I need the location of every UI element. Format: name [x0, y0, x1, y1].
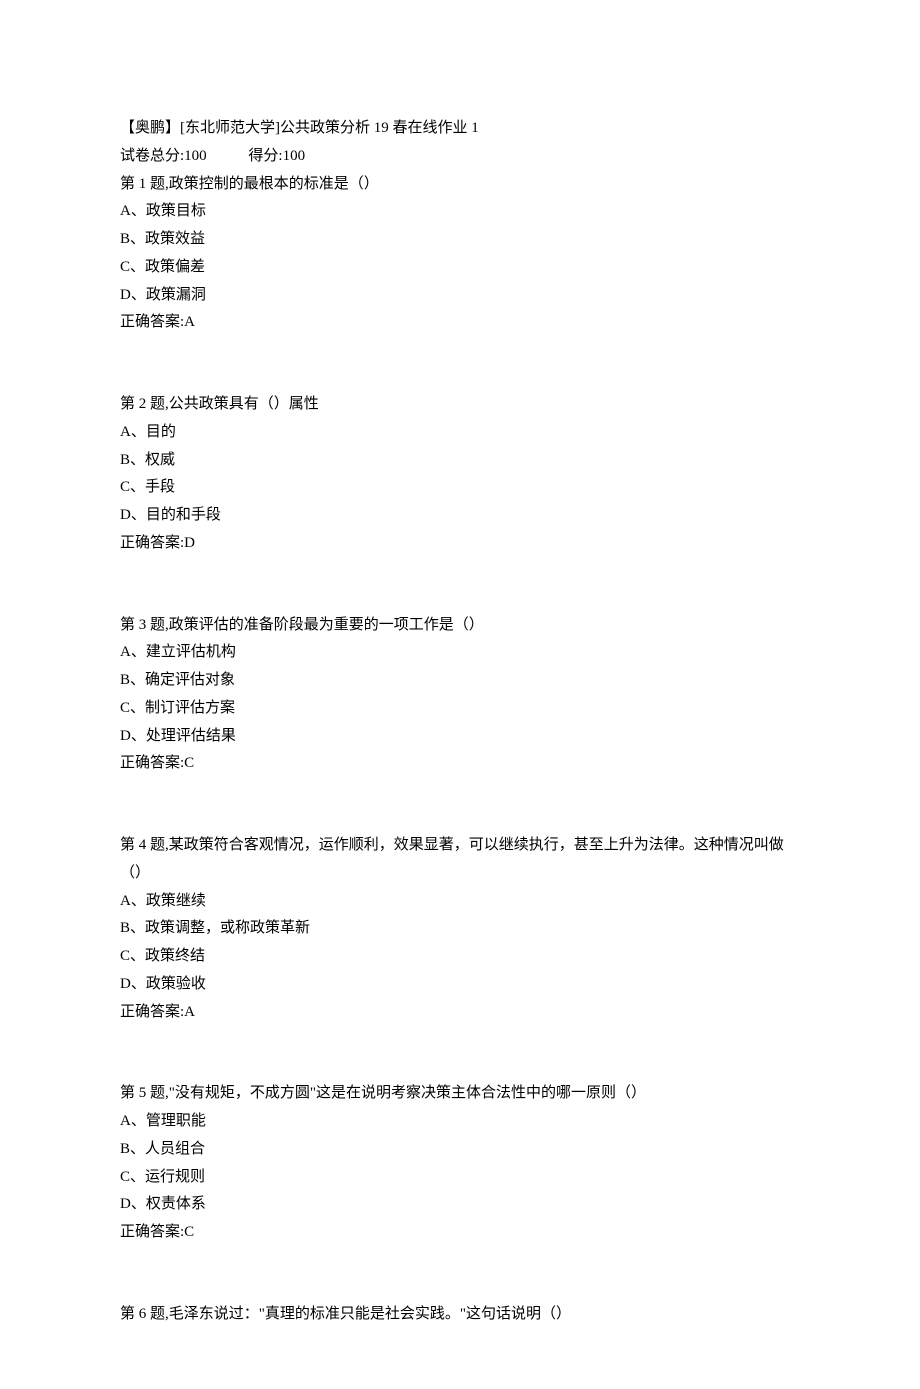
question-option: D、权责体系: [120, 1191, 800, 1219]
answer-label: 正确答案:: [120, 1224, 184, 1240]
answer-value: C: [184, 1224, 194, 1240]
score-value: 100: [283, 148, 306, 164]
question-option: A、建立评估机构: [120, 639, 800, 667]
question-stem: 第 4 题,某政策符合客观情况，运作顺利，效果显著，可以继续执行，甚至上升为法律…: [120, 832, 800, 888]
question-stem: 第 6 题,毛泽东说过："真理的标准只能是社会实践。"这句话说明（）: [120, 1301, 800, 1329]
score-line: 试卷总分:100 得分:100: [120, 143, 800, 171]
answer-value: A: [184, 1004, 195, 1020]
question-option: B、政策调整，或称政策革新: [120, 915, 800, 943]
total-score-value: 100: [184, 148, 207, 164]
document-page: 【奥鹏】[东北师范大学]公共政策分析 19 春在线作业 1 试卷总分:100 得…: [0, 0, 920, 1389]
question-option: B、人员组合: [120, 1136, 800, 1164]
question-option: A、政策继续: [120, 888, 800, 916]
question-option: B、政策效益: [120, 226, 800, 254]
question-option: B、确定评估对象: [120, 667, 800, 695]
question-option: D、政策漏洞: [120, 282, 800, 310]
spacer: [120, 1247, 800, 1301]
question-option: D、处理评估结果: [120, 723, 800, 751]
question-option: A、管理职能: [120, 1108, 800, 1136]
answer-line: 正确答案:C: [120, 750, 800, 778]
score-label: 得分:: [248, 148, 282, 164]
answer-label: 正确答案:: [120, 1004, 184, 1020]
document-title: 【奥鹏】[东北师范大学]公共政策分析 19 春在线作业 1: [120, 115, 800, 143]
question-stem: 第 1 题,政策控制的最根本的标准是（）: [120, 171, 800, 199]
answer-value: D: [184, 535, 195, 551]
answer-value: A: [184, 314, 195, 330]
answer-line: 正确答案:A: [120, 999, 800, 1027]
answer-label: 正确答案:: [120, 314, 184, 330]
question-option: D、政策验收: [120, 971, 800, 999]
answer-value: C: [184, 755, 194, 771]
answer-line: 正确答案:C: [120, 1219, 800, 1247]
question-option: A、政策目标: [120, 198, 800, 226]
spacer: [120, 778, 800, 832]
spacer: [120, 337, 800, 391]
answer-line: 正确答案:A: [120, 309, 800, 337]
spacer: [120, 1026, 800, 1080]
answer-label: 正确答案:: [120, 535, 184, 551]
total-score-label: 试卷总分:: [120, 148, 184, 164]
question-option: D、目的和手段: [120, 502, 800, 530]
answer-label: 正确答案:: [120, 755, 184, 771]
question-option: C、政策终结: [120, 943, 800, 971]
question-stem: 第 2 题,公共政策具有（）属性: [120, 391, 800, 419]
question-option: B、权威: [120, 447, 800, 475]
spacer: [120, 558, 800, 612]
question-stem: 第 5 题,"没有规矩，不成方圆"这是在说明考察决策主体合法性中的哪一原则（）: [120, 1080, 800, 1108]
question-option: C、运行规则: [120, 1164, 800, 1192]
question-option: C、手段: [120, 474, 800, 502]
question-option: A、目的: [120, 419, 800, 447]
question-option: C、政策偏差: [120, 254, 800, 282]
answer-line: 正确答案:D: [120, 530, 800, 558]
question-option: C、制订评估方案: [120, 695, 800, 723]
question-stem: 第 3 题,政策评估的准备阶段最为重要的一项工作是（）: [120, 612, 800, 640]
